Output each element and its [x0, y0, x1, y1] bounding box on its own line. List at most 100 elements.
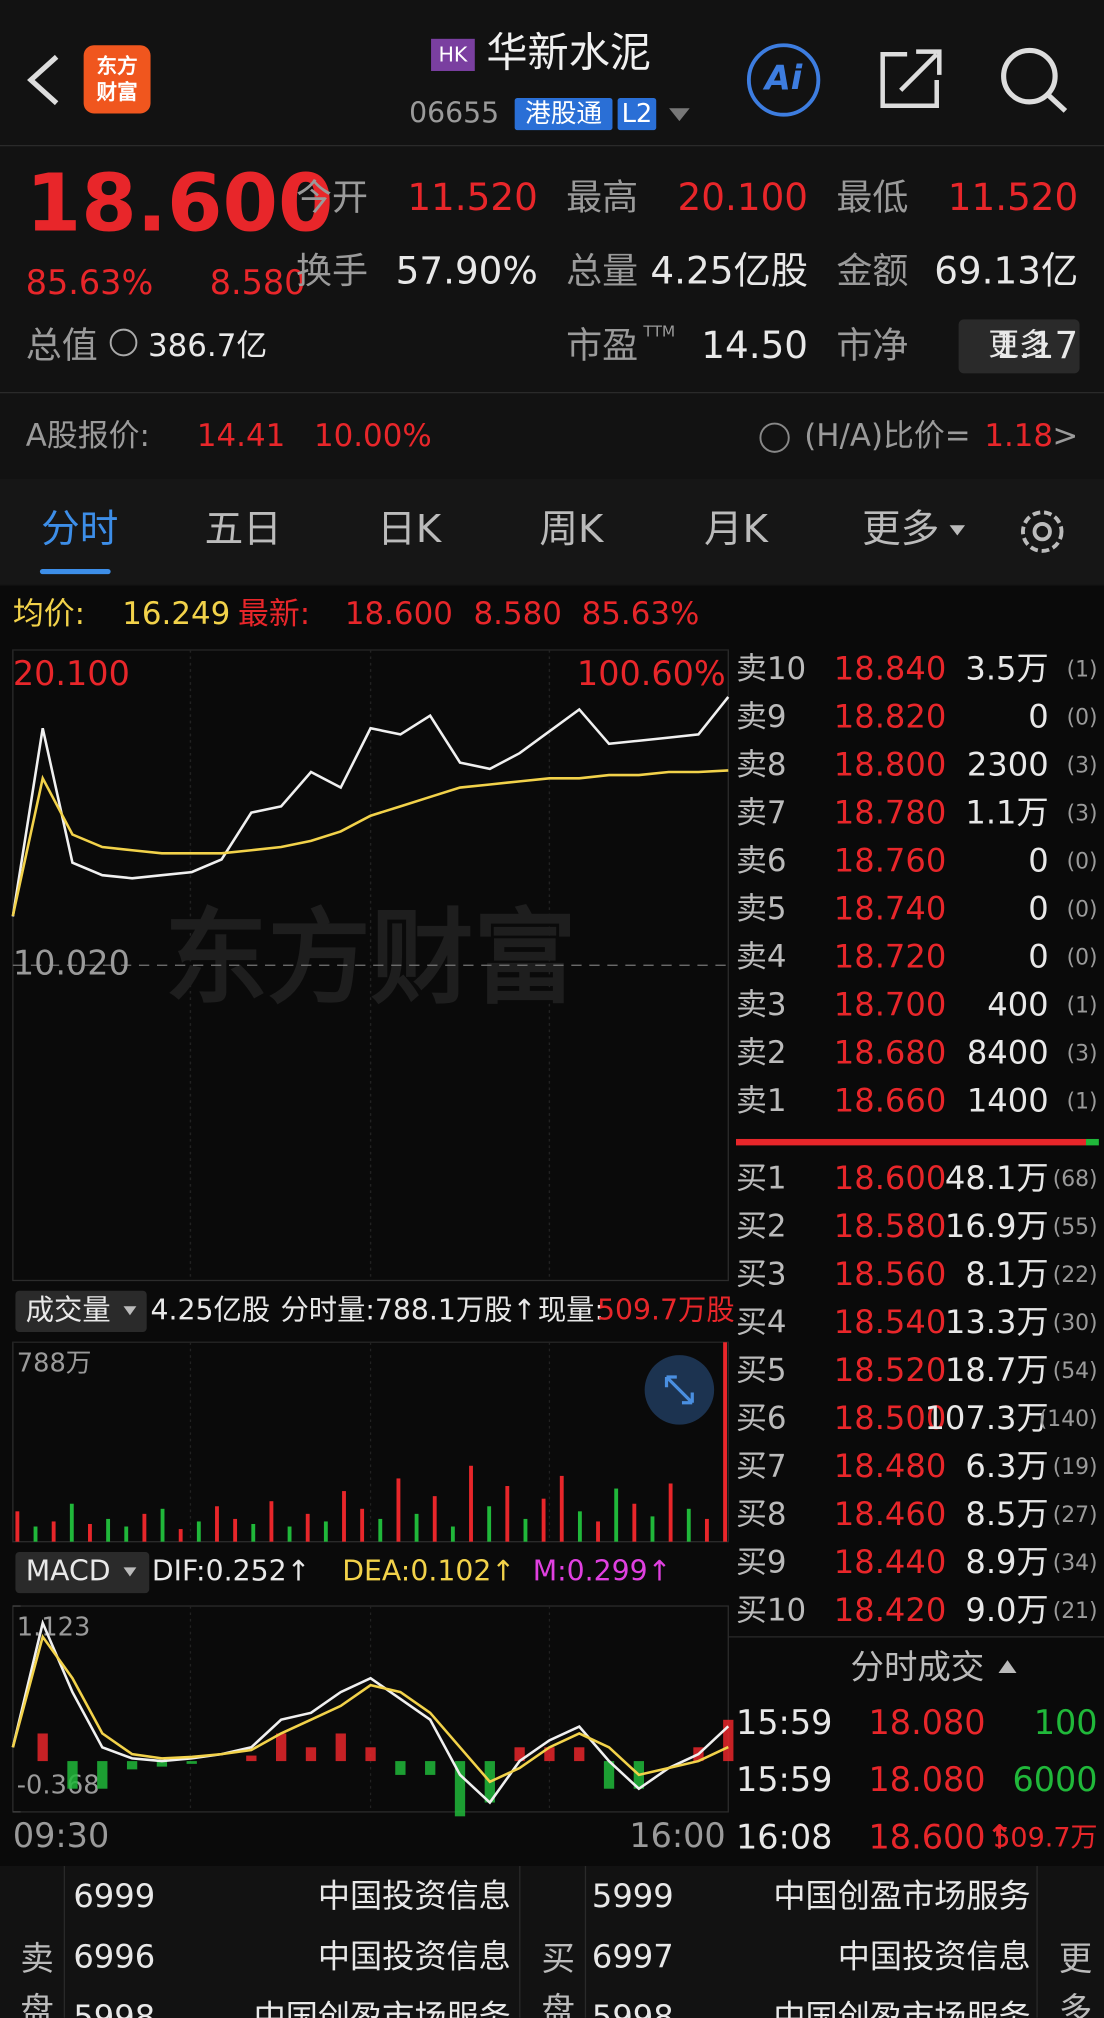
macd-histogram-bar	[514, 1747, 525, 1762]
sort-icon[interactable]	[998, 1660, 1017, 1673]
tab-bar-bg	[0, 478, 1104, 585]
level-count: (3)	[1067, 802, 1098, 827]
level-count: (1)	[1067, 1090, 1098, 1115]
volume-bar	[614, 1488, 619, 1542]
level-label: 买1	[736, 1161, 787, 1197]
field-label: 今开	[296, 178, 368, 219]
field-label: 最高	[566, 178, 638, 219]
level-price: 18.480	[834, 1447, 947, 1485]
level-count: (54)	[1053, 1359, 1098, 1384]
level-price: 18.720	[834, 938, 947, 976]
level-label: 卖7	[736, 795, 787, 831]
info-icon[interactable]	[109, 328, 138, 357]
level-price: 18.600	[834, 1159, 947, 1197]
volume-bar	[33, 1526, 38, 1542]
tag-text: 港股通	[525, 99, 602, 129]
search-button[interactable]	[1001, 47, 1058, 105]
broker-name: 中国投资信息	[318, 1877, 511, 1915]
broker-code: 5999	[592, 1877, 674, 1915]
volume-bar	[251, 1523, 256, 1542]
tab[interactable]: 日K	[377, 507, 443, 552]
trade-price: 18.080	[869, 1760, 986, 1799]
level-label: 买2	[736, 1209, 787, 1245]
volume-bar	[178, 1529, 183, 1542]
volume-bar	[668, 1483, 673, 1542]
broker-name: 中国创盈市场服务	[773, 1998, 1030, 2018]
stock-code: 06655	[409, 97, 499, 130]
a-share-pct: 10.00%	[314, 418, 432, 454]
y-tick-label: 788万	[17, 1349, 92, 1379]
trades-title: 分时成交	[851, 1648, 985, 1687]
level-count: (34)	[1053, 1551, 1098, 1576]
tab-dropdown-icon[interactable]	[949, 525, 966, 536]
tab[interactable]: 更多	[862, 507, 939, 552]
tab[interactable]: 分时	[41, 507, 118, 552]
level-label: 卖9	[736, 699, 787, 735]
field-label: 换手	[296, 251, 368, 292]
volume-bar	[342, 1491, 346, 1542]
field-value: 14.50	[701, 323, 808, 367]
volume-bar	[142, 1513, 147, 1542]
expand-icon	[664, 1375, 694, 1405]
level-price: 18.700	[834, 986, 947, 1024]
volume-bar	[686, 1508, 691, 1542]
volume-bar	[487, 1506, 492, 1542]
macd-histogram-bar	[454, 1761, 466, 1817]
macd-menu[interactable]	[15, 1551, 150, 1594]
ai-button[interactable]	[746, 43, 821, 117]
level-volume: 18.7万	[945, 1351, 1049, 1389]
tab[interactable]: 月K	[704, 507, 770, 552]
level-label: 买6	[736, 1401, 787, 1437]
macd-dif: DIF:0.252↑	[152, 1555, 310, 1588]
level-volume: 48.1万	[945, 1159, 1049, 1197]
volume-bar	[378, 1518, 383, 1542]
field-value: 69.13亿	[934, 248, 1078, 292]
field-label: 市净	[836, 326, 908, 367]
dif-line	[11, 1618, 730, 1805]
level-volume: 2300	[967, 746, 1049, 784]
volume-menu[interactable]	[15, 1290, 147, 1332]
dropdown-icon[interactable]	[123, 1306, 137, 1316]
field-value: 4.25亿股	[650, 248, 808, 292]
macd-histogram-bar	[97, 1761, 108, 1789]
more-button[interactable]	[958, 319, 1080, 374]
app-logo[interactable]	[83, 45, 151, 114]
settings-button[interactable]	[1021, 510, 1064, 553]
x-tick-label: 16:00	[629, 1816, 725, 1855]
volume-menu-text[interactable]: 成交量	[26, 1293, 111, 1326]
tab[interactable]: 五日	[205, 507, 282, 552]
minute-volume: 分时量:788.1万股↑	[281, 1293, 537, 1326]
level-count: (21)	[1053, 1599, 1098, 1624]
help-icon[interactable]	[759, 422, 790, 453]
share-button[interactable]	[880, 49, 942, 108]
macd-menu-text[interactable]: MACD	[26, 1555, 111, 1588]
level-label: 买3	[736, 1257, 787, 1293]
level-volume: 3.5万	[965, 650, 1048, 688]
level-volume: 400	[987, 986, 1048, 1024]
more-button-text[interactable]: 更多	[988, 327, 1050, 363]
dropdown-icon[interactable]	[123, 1567, 137, 1577]
level-count: (27)	[1053, 1503, 1098, 1528]
volume-bar	[360, 1508, 365, 1542]
level-volume: 0	[1028, 842, 1048, 880]
level-price: 18.780	[834, 794, 947, 832]
macd-histogram-bar	[395, 1761, 406, 1775]
level-count: (22)	[1053, 1263, 1098, 1288]
broker-name: 中国投资信息	[318, 1938, 511, 1976]
volume-bar	[450, 1526, 455, 1542]
volume-bar	[160, 1508, 165, 1542]
level-price: 18.800	[834, 746, 947, 784]
level-label: 卖8	[736, 747, 787, 783]
tag-badge	[617, 98, 657, 131]
volume-bar	[650, 1516, 655, 1542]
back-button[interactable]	[27, 54, 59, 106]
dropdown-icon[interactable]	[669, 108, 690, 122]
volume-bar	[505, 1486, 510, 1542]
more-label[interactable]: 更多	[1053, 1941, 1092, 2018]
tab[interactable]: 周K	[539, 507, 605, 552]
level-price: 18.420	[834, 1591, 947, 1629]
volume-bar	[305, 1513, 310, 1542]
level-label: 买4	[736, 1305, 787, 1341]
broker-code: 6997	[592, 1938, 674, 1976]
volume-total: 4.25亿股	[151, 1293, 271, 1326]
